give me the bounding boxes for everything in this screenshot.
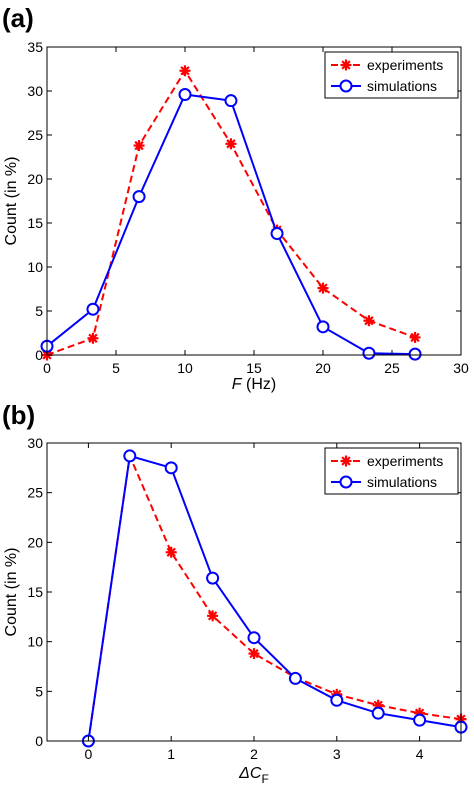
panel-a-experiments-point-stroke bbox=[180, 66, 190, 76]
panel-a-experiments-line bbox=[46, 68, 416, 356]
panel-a-experiments-point-stroke bbox=[410, 332, 420, 343]
panel-a-experiments-point-stroke bbox=[226, 139, 236, 149]
panel-b-simulations-point bbox=[123, 449, 137, 463]
panel-a-y-tick-label: 30 bbox=[27, 83, 43, 99]
panel-a-simulations-point bbox=[316, 320, 330, 334]
panel-b-x-tick-label: 4 bbox=[416, 746, 424, 762]
panel-b-y-tick-label: 15 bbox=[27, 584, 43, 600]
panel-b-legend-experiments-marker-stroke bbox=[341, 456, 351, 466]
panel-b-y-tick-label: 10 bbox=[27, 634, 43, 650]
panel-a-legend: experiments simulations bbox=[324, 51, 459, 99]
panel-a-simulations-point bbox=[270, 227, 284, 241]
panel-a-y-tick-label: 5 bbox=[35, 303, 43, 319]
panel-a-legend-simulations-marker bbox=[339, 79, 353, 93]
panel-a-y-tick-label: 10 bbox=[27, 259, 43, 275]
panel-b-y-axis-label: Count (in %) bbox=[3, 548, 20, 637]
panel-a-experiments-point bbox=[179, 65, 191, 77]
panel-a-x-tick-label: 20 bbox=[315, 360, 331, 376]
panel-b-legend-simulations-marker bbox=[339, 475, 353, 489]
panel-b-x-axis-label: ΔCF bbox=[238, 765, 269, 786]
panel-b-x-tick-label: 3 bbox=[333, 746, 341, 762]
panel-b-simulations-point bbox=[371, 706, 385, 720]
panel-b-y-tick-label: 30 bbox=[27, 435, 43, 451]
panel-b-simulations-point bbox=[288, 671, 302, 685]
panel-a-y-tick-label: 35 bbox=[27, 39, 43, 55]
panel-b-experiments-point-stroke bbox=[207, 611, 218, 621]
panel-a-legend-simulations-label: simulations bbox=[367, 78, 437, 94]
panel-b-simulations-point bbox=[413, 713, 427, 727]
panel-b: (b) 0 1 2 3 4 0 5 10 15 20 25 30 ΔCF Count (in %) exper… bbox=[2, 400, 468, 786]
panel-b-experiments-point bbox=[165, 546, 177, 558]
panel-a-experiments-point bbox=[133, 140, 145, 152]
panel-a-experiments-point bbox=[225, 138, 237, 150]
panel-b-legend-simulations-label: simulations bbox=[367, 474, 437, 490]
panel-b-legend-experiments-label: experiments bbox=[367, 453, 443, 469]
panel-a-x-axis-label: F (Hz) bbox=[232, 376, 276, 393]
panel-b-x-tick-label: 0 bbox=[85, 746, 93, 762]
panel-a-experiments-point-stroke bbox=[134, 140, 144, 151]
panel-b-experiments-line bbox=[87, 452, 462, 742]
panel-a-legend-experiments-marker-stroke bbox=[341, 60, 351, 70]
panel-a-y-tick-label: 20 bbox=[27, 171, 43, 187]
panel-b-simulations-point bbox=[247, 631, 261, 645]
panel-a-x-tick-label: 30 bbox=[453, 360, 469, 376]
panel-b-simulations-point bbox=[164, 461, 178, 475]
panel-a-legend-experiments-label: experiments bbox=[367, 57, 443, 73]
panel-a-x-tick-label: 5 bbox=[112, 360, 120, 376]
panel-a-simulations-point bbox=[86, 302, 100, 316]
panel-a-simulations-point bbox=[408, 347, 422, 361]
panel-a-experiments-point-stroke bbox=[318, 283, 328, 293]
panel-b-legend-experiments-marker bbox=[340, 455, 352, 467]
panel-a-y-tick-label: 15 bbox=[27, 215, 43, 231]
panel-b-legend: experiments simulations bbox=[324, 447, 459, 495]
panel-b-experiments-point-stroke bbox=[249, 648, 259, 659]
panel-a-simulations-point bbox=[132, 190, 146, 204]
panel-a-x-tick-label: 0 bbox=[43, 360, 51, 376]
panel-a-experiments-point bbox=[363, 315, 375, 327]
panel-a-y-tick-label: 25 bbox=[27, 127, 43, 143]
panel-a-simulations-point bbox=[224, 94, 238, 108]
panel-a-label: (a) bbox=[2, 3, 34, 33]
panel-b-simulations-point bbox=[330, 693, 344, 707]
panel-b-x-tick-label: 2 bbox=[250, 746, 258, 762]
panel-b-y-tick-label: 0 bbox=[35, 733, 43, 749]
panel-b-simulations-line bbox=[87, 454, 462, 742]
panel-a-legend-experiments-marker bbox=[340, 59, 352, 71]
panel-b-experiments-point bbox=[248, 648, 260, 660]
panel-b-label: (b) bbox=[2, 400, 35, 430]
panel-b-y-tick-label: 25 bbox=[27, 485, 43, 501]
panel-a: (a) 0 5 10 15 20 25 30 0 5 10 15 20 25 30 35 F (Hz) Count… bbox=[2, 3, 469, 393]
panel-b-x-tick-label: 1 bbox=[167, 746, 175, 762]
panel-a-experiments-point bbox=[409, 331, 421, 343]
panel-a-experiments-point bbox=[317, 282, 329, 294]
panel-a-x-tick-label: 15 bbox=[246, 360, 262, 376]
panel-b-experiments-point-stroke bbox=[166, 547, 176, 557]
panel-b-simulations-point bbox=[206, 571, 220, 585]
panel-b-y-tick-label: 5 bbox=[35, 683, 43, 699]
panel-a-simulations-point bbox=[178, 88, 192, 102]
panel-a-experiments-point-stroke bbox=[88, 333, 98, 343]
panel-a-y-tick-label: 0 bbox=[35, 347, 43, 363]
panel-b-y-tick-label: 20 bbox=[27, 534, 43, 550]
panel-a-x-tick-label: 10 bbox=[177, 360, 193, 376]
panel-a-simulations-point bbox=[362, 346, 376, 360]
panel-a-experiments-point bbox=[87, 332, 99, 344]
panel-b-experiments-point bbox=[207, 610, 219, 622]
panel-a-y-axis-label: Count (in %) bbox=[3, 157, 20, 246]
panel-a-experiments-point-stroke bbox=[364, 316, 374, 326]
panel-a-x-tick-label: 25 bbox=[384, 360, 400, 376]
